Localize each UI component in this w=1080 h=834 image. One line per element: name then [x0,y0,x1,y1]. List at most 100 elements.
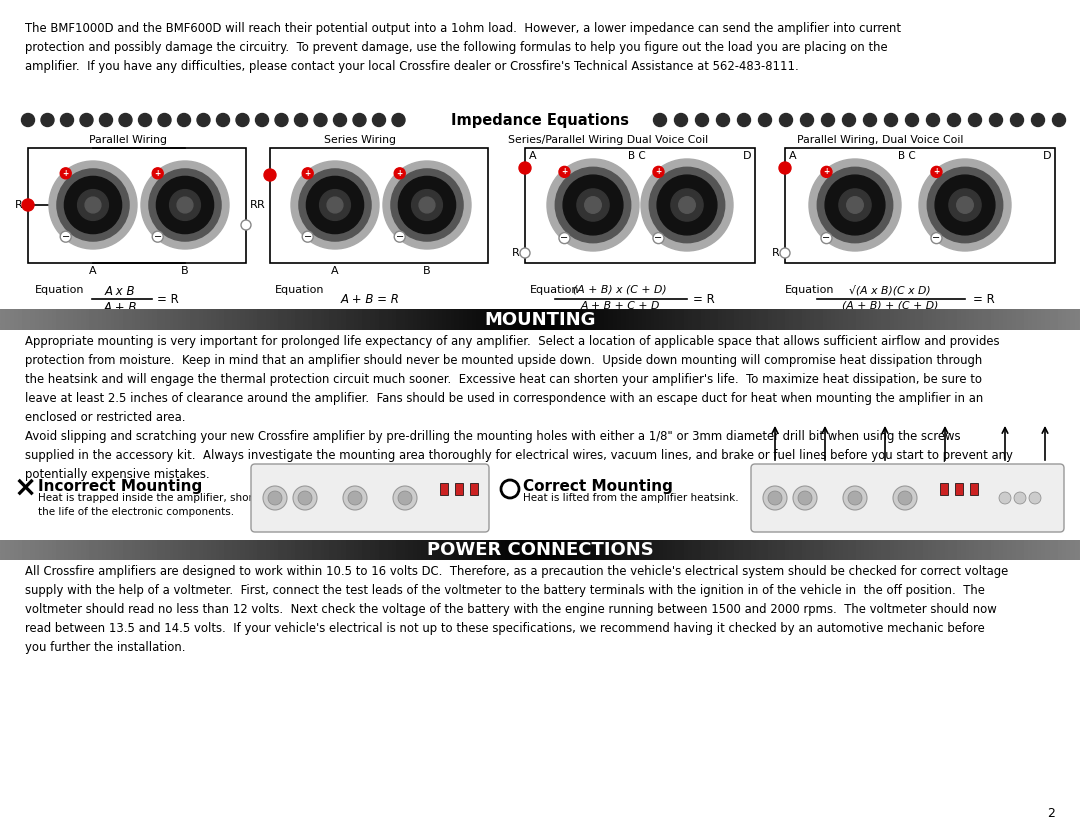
Circle shape [762,486,787,510]
Circle shape [843,486,867,510]
Circle shape [80,113,93,127]
Circle shape [653,113,666,127]
Circle shape [546,159,639,251]
Text: A: A [789,151,797,161]
Circle shape [905,113,918,127]
Text: The BMF1000D and the BMF600D will reach their potential output into a 1ohm load.: The BMF1000D and the BMF600D will reach … [25,22,901,73]
Text: +: + [823,168,829,176]
Text: All Crossfire amplifiers are designed to work within 10.5 to 16 volts DC.  There: All Crossfire amplifiers are designed to… [25,565,1009,654]
Text: Correct Mounting: Correct Mounting [523,479,673,494]
Circle shape [653,233,664,244]
Circle shape [49,161,137,249]
Text: Parallel Wiring, Dual Voice Coil: Parallel Wiring, Dual Voice Coil [797,135,963,145]
Text: +: + [305,168,311,178]
Circle shape [320,189,350,220]
Circle shape [302,231,313,242]
Circle shape [809,159,901,251]
Circle shape [399,177,456,234]
Text: ×: × [13,474,37,502]
Text: Heat is lifted from the amplifier heatsink.: Heat is lifted from the amplifier heatsi… [523,493,739,503]
Text: B C: B C [629,151,646,161]
Circle shape [1014,492,1026,504]
Text: B C: B C [899,151,916,161]
Circle shape [299,169,372,241]
Text: Equation: Equation [275,285,324,295]
Text: Equation: Equation [35,285,84,295]
Text: +: + [396,168,403,178]
Circle shape [419,197,435,213]
Circle shape [394,231,405,242]
Text: Avoid slipping and scratching your new Crossfire amplifier by pre-drilling the m: Avoid slipping and scratching your new C… [25,430,1013,481]
FancyArrowPatch shape [882,428,888,460]
Text: R: R [512,248,519,258]
Text: D: D [743,151,751,161]
Circle shape [821,166,832,178]
Circle shape [798,491,812,505]
Text: +: + [933,168,940,176]
Bar [940,483,948,495]
Circle shape [825,175,885,235]
Circle shape [675,113,688,127]
Text: −: − [654,234,662,244]
Circle shape [957,197,973,214]
Circle shape [989,113,1002,127]
Circle shape [392,113,405,127]
Circle shape [780,113,793,127]
Circle shape [519,162,531,174]
Circle shape [237,113,249,127]
Circle shape [393,486,417,510]
Circle shape [411,189,443,220]
Text: Equation: Equation [530,285,580,295]
Circle shape [822,113,835,127]
Circle shape [327,197,343,213]
Text: Appropriate mounting is very important for prolonged life expectancy of any ampl: Appropriate mounting is very important f… [25,335,999,424]
Bar [470,483,478,495]
Circle shape [22,199,33,211]
Text: A: A [332,266,339,276]
Text: A + B + C + D: A + B + C + D [580,301,660,311]
Circle shape [885,113,897,127]
Bar [270,148,488,263]
Circle shape [642,159,733,251]
Circle shape [563,175,623,235]
Bar [440,483,448,495]
Text: +: + [562,168,568,176]
Circle shape [348,491,362,505]
Circle shape [793,486,816,510]
Circle shape [897,491,912,505]
Text: A: A [90,266,97,276]
FancyArrowPatch shape [942,428,948,460]
Circle shape [1029,492,1041,504]
Bar [785,148,1055,263]
Circle shape [264,486,287,510]
Text: −: − [153,232,162,242]
FancyArrowPatch shape [1002,428,1008,460]
Bar [455,483,463,495]
Circle shape [696,113,708,127]
Circle shape [649,168,725,243]
Text: = R: = R [693,293,715,306]
Circle shape [152,168,163,178]
Text: +: + [656,168,662,176]
Circle shape [839,188,872,221]
Circle shape [141,161,229,249]
Text: (A + B) + (C + D): (A + B) + (C + D) [841,301,939,311]
FancyBboxPatch shape [251,464,489,532]
Circle shape [177,197,193,213]
Circle shape [78,189,108,220]
Circle shape [85,197,100,213]
Circle shape [842,113,855,127]
Circle shape [935,175,995,235]
Circle shape [57,169,130,241]
Circle shape [864,113,877,127]
Text: −: − [395,232,404,242]
Circle shape [291,161,379,249]
Circle shape [800,113,813,127]
Circle shape [768,491,782,505]
Circle shape [60,113,73,127]
FancyBboxPatch shape [751,464,1064,532]
Circle shape [334,113,347,127]
Circle shape [999,492,1011,504]
Text: −: − [822,234,831,244]
Circle shape [818,168,893,243]
